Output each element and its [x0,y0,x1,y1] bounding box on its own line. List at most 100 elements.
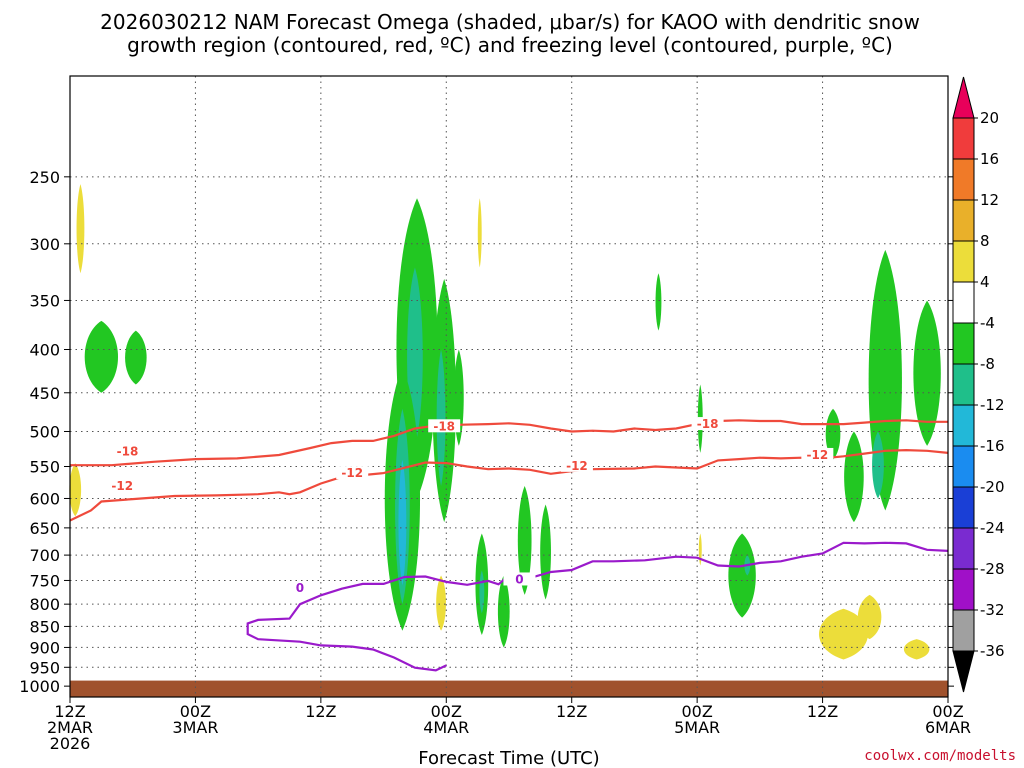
contour-label-0-0: -18 [117,445,139,459]
omega-region-18 [540,504,551,600]
contour-label-1-0: -12 [111,479,133,493]
colorbar: 20 16 12 8 4 -4 -8 -12 -16 -20 -24 -28 -32 -36 [952,76,1005,693]
x-tick-label-12-0: 00Z [180,702,211,721]
y-tick-label-1000: 1000 [19,677,60,696]
omega-region-19 [655,273,662,331]
contour-label-bg-2-1 [503,572,536,586]
contour-label-2-0: 0 [296,581,304,595]
contour-label-1-2: -12 [566,459,588,473]
omega-region-29 [818,608,868,660]
y-tick-label-900: 900 [29,638,60,657]
x-tick-label-0-2: 2026 [50,734,91,753]
omega-region-31 [903,639,930,660]
y-tick-label-500: 500 [29,422,60,441]
omega-region-17 [517,486,532,595]
colorbar-segment-7 [952,363,975,406]
y-tick-label-450: 450 [29,384,60,403]
colorbar-segment-3 [952,199,975,242]
colorbar-label-7: -12 [980,396,1005,414]
y-tick-label-700: 700 [29,546,60,565]
contour-label-bg-2-0 [283,581,316,595]
colorbar-label-11: -28 [980,560,1005,578]
colorbar-label-10: -24 [980,519,1005,537]
colorbar-segment-1 [952,117,975,160]
omega-region-22 [728,533,756,618]
y-tick-label-800: 800 [29,595,60,614]
omega-region-1 [69,463,82,517]
plot-area: -18 -18 -18 -12 -12 -12 -12 0 0 [69,75,949,698]
y-tick-label-850: 850 [29,617,60,636]
omega-region-8 [398,459,407,586]
contour-label-bg-1-1 [336,466,369,480]
contour-label-bg-0-0 [111,444,144,458]
colorbar-label-0: 20 [980,109,999,127]
omega-region-0 [76,184,85,274]
contour-label-1-1: -12 [341,466,363,480]
y-axis-ticks: 250 300 350 400 450 500 550 600 650 700 750 800 850 9… [19,168,954,696]
x-tick-label-24-0: 12Z [305,702,336,721]
y-tick-label-950: 950 [29,658,60,677]
colorbar-label-8: -16 [980,437,1005,455]
colorbar-segment-13 [952,609,975,652]
colorbar-segment-2 [952,158,975,201]
contour-label-bg-1-3 [801,447,834,461]
colorbar-segment-6 [952,322,975,365]
colorbar-segment-11 [952,527,975,570]
colorbar-segment-5 [952,281,975,324]
colorbar-segment-12 [952,568,975,611]
contour-label-bg-1-0 [106,479,139,493]
colorbar-label-6: -8 [980,355,995,373]
colorbar-label-13: -36 [980,642,1005,660]
omega-region-24 [825,408,841,460]
contour-label-0-2: -18 [697,417,719,431]
contour-label-2-1: 0 [515,572,523,586]
contour-line--18 [70,419,948,467]
colorbar-label-2: 12 [980,191,999,209]
x-tick-label-0-1: 2MAR [47,718,93,737]
x-tick-label-36-1: 4MAR [423,718,469,737]
contour-layer: -18 -18 -18 -12 -12 -12 -12 0 0 [69,417,949,672]
colorbar-segment-10 [952,486,975,529]
chart-title-line1: 2026030212 NAM Forecast Omega (shaded, μ… [100,10,920,34]
contour-label-bg-0-2 [691,417,724,431]
x-tick-label-60-0: 00Z [681,702,712,721]
colorbar-label-4: 4 [980,273,990,291]
colorbar-segment-9 [952,445,975,488]
plot-frame [69,75,949,698]
omega-region-12 [477,198,482,268]
colorbar-bottom-triangle [952,650,975,693]
credit-text: coolwx.com/modelts [864,748,1016,764]
colorbar-label-5: -4 [980,314,995,332]
grid-lines [70,76,948,697]
contour-label-1-3: -12 [807,448,829,462]
x-tick-label-36-0: 00Z [431,702,462,721]
omega-region-3 [125,330,147,385]
omega-region-2 [84,320,119,393]
colorbar-top-triangle [952,76,975,119]
y-tick-label-550: 550 [29,457,60,476]
omega-region-28 [913,300,941,446]
y-tick-label-750: 750 [29,571,60,590]
contour-line-0 [246,541,949,672]
y-tick-label-650: 650 [29,519,60,538]
y-tick-label-300: 300 [29,235,60,254]
y-tick-label-250: 250 [29,168,60,187]
omega-region-30 [857,594,882,640]
colorbar-segment-8 [952,404,975,447]
omega-region-10 [436,349,446,487]
colorbar-segment-4 [952,240,975,283]
contour-label-0-1: -18 [433,419,455,433]
plot-background [70,76,948,697]
chart-title-line2: growth region (contoured, red, ºC) and f… [127,33,893,57]
x-tick-label-0-0: 12Z [54,702,85,721]
omega-region-27 [872,431,884,499]
omega-region-16 [497,575,510,648]
y-tick-label-600: 600 [29,489,60,508]
x-tick-label-72-0: 12Z [807,702,838,721]
colorbar-label-9: -20 [980,478,1005,496]
colorbar-label-3: 8 [980,232,990,250]
colorbar-label-12: -32 [980,601,1005,619]
x-tick-label-12-1: 3MAR [172,718,218,737]
contour-label-bg-1-2 [560,458,593,472]
